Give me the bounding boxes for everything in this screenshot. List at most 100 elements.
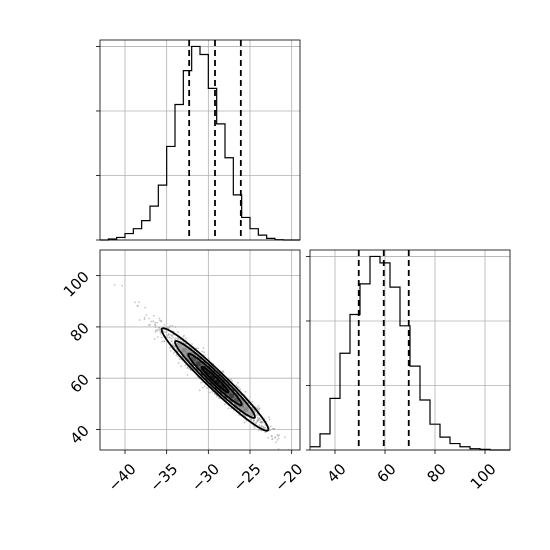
- sample-point: [153, 338, 156, 340]
- sample-point: [168, 326, 171, 328]
- sample-point: [143, 318, 146, 321]
- x-tick-label: −40: [105, 460, 140, 495]
- sample-point: [287, 459, 289, 461]
- density-cell: [219, 388, 225, 394]
- sample-point: [138, 319, 141, 321]
- sample-point: [256, 420, 259, 423]
- sample-point: [217, 397, 220, 399]
- sample-point: [231, 379, 233, 382]
- x-axis-param-1: −40 −35 −30 −25 −20: [105, 450, 306, 495]
- sample-point: [166, 326, 168, 329]
- density-cell: [210, 379, 216, 385]
- sample-point: [156, 321, 159, 324]
- contour-2: [187, 352, 243, 407]
- sample-point: [253, 427, 256, 429]
- density-cell: [210, 374, 216, 380]
- sample-point: [254, 422, 257, 425]
- sample-point: [149, 323, 152, 326]
- sample-point: [207, 357, 210, 360]
- density-cell: [210, 370, 216, 376]
- marginal-histogram-param-2: 40 60 80 100: [306, 249, 511, 493]
- sample-point: [154, 323, 156, 326]
- sample-point: [143, 316, 146, 319]
- density-cell: [224, 384, 230, 389]
- density-cell: [248, 411, 254, 417]
- density-cell: [219, 379, 225, 385]
- sample-point: [171, 324, 174, 327]
- sample-point: [179, 339, 182, 341]
- density-cell: [195, 361, 202, 367]
- density-cell: [238, 406, 244, 412]
- sample-point: [277, 448, 280, 450]
- histogram-param-2: [310, 255, 510, 451]
- sample-point: [237, 381, 239, 384]
- density-cell: [243, 402, 249, 408]
- sample-point: [174, 326, 177, 328]
- sample-point: [213, 393, 216, 396]
- sample-point: [250, 418, 253, 420]
- sample-point: [271, 435, 273, 438]
- y-tick-label: 40: [67, 422, 93, 448]
- density-cell: [191, 356, 197, 362]
- density-cell: [181, 352, 187, 357]
- sample-point: [203, 385, 206, 388]
- sample-point: [166, 336, 169, 339]
- sample-point: [156, 336, 159, 338]
- x-axis-param-2: 40 60 80 100: [324, 450, 500, 493]
- sample-point: [277, 437, 280, 440]
- sample-point: [258, 424, 261, 427]
- sample-point: [161, 340, 163, 343]
- sample-point: [178, 358, 181, 361]
- sample-point: [174, 337, 177, 340]
- sample-point: [267, 436, 270, 439]
- sample-point: [154, 321, 157, 324]
- sample-point: [209, 391, 211, 394]
- x-tick-label: −20: [271, 460, 306, 495]
- sample-point: [244, 390, 247, 393]
- sample-point: [203, 351, 206, 354]
- sample-point: [170, 337, 173, 340]
- x-tick-label: −35: [146, 460, 181, 495]
- sample-point: [138, 301, 140, 304]
- quantile-lines-param-1: [188, 40, 242, 240]
- x-tick-label: 80: [424, 460, 450, 486]
- y-tick-label: 60: [67, 370, 93, 396]
- sample-point: [287, 451, 289, 453]
- sample-point: [177, 331, 180, 334]
- sample-point: [163, 331, 166, 333]
- x-tick-label: 100: [467, 460, 500, 493]
- density-cell: [200, 370, 206, 376]
- sample-point: [169, 325, 172, 327]
- sample-point: [276, 439, 279, 441]
- sample-point: [169, 350, 172, 352]
- sample-point: [154, 329, 157, 332]
- sample-point: [186, 374, 189, 376]
- sample-point: [298, 452, 300, 454]
- sample-point: [184, 364, 187, 367]
- sample-point: [188, 367, 191, 370]
- sample-point: [160, 320, 163, 323]
- sample-point: [268, 416, 270, 419]
- sample-point: [144, 306, 147, 309]
- contour-1: [200, 365, 230, 394]
- sample-point: [252, 418, 255, 421]
- density-cell: [181, 347, 187, 353]
- sample-point: [261, 425, 264, 428]
- x-tick-label: 60: [374, 460, 400, 486]
- axes-frame-param-1-marginal: [99, 39, 301, 241]
- sample-point: [271, 438, 274, 441]
- sample-point: [168, 346, 171, 349]
- sample-point: [180, 365, 183, 368]
- sample-point: [159, 330, 161, 333]
- sample-point: [256, 416, 259, 419]
- joint-distribution-panel: −40 −35 −30 −25 −20 40 60 80 100: [60, 249, 306, 495]
- sample-point: [284, 436, 286, 439]
- axes-frame-joint: [99, 249, 301, 451]
- sample-point: [156, 328, 159, 331]
- sample-point: [113, 284, 116, 286]
- x-tick-label: −25: [230, 460, 265, 495]
- sample-point: [211, 390, 214, 393]
- density-contours: [160, 327, 270, 432]
- density-cell: [205, 365, 211, 371]
- sample-point: [121, 284, 124, 287]
